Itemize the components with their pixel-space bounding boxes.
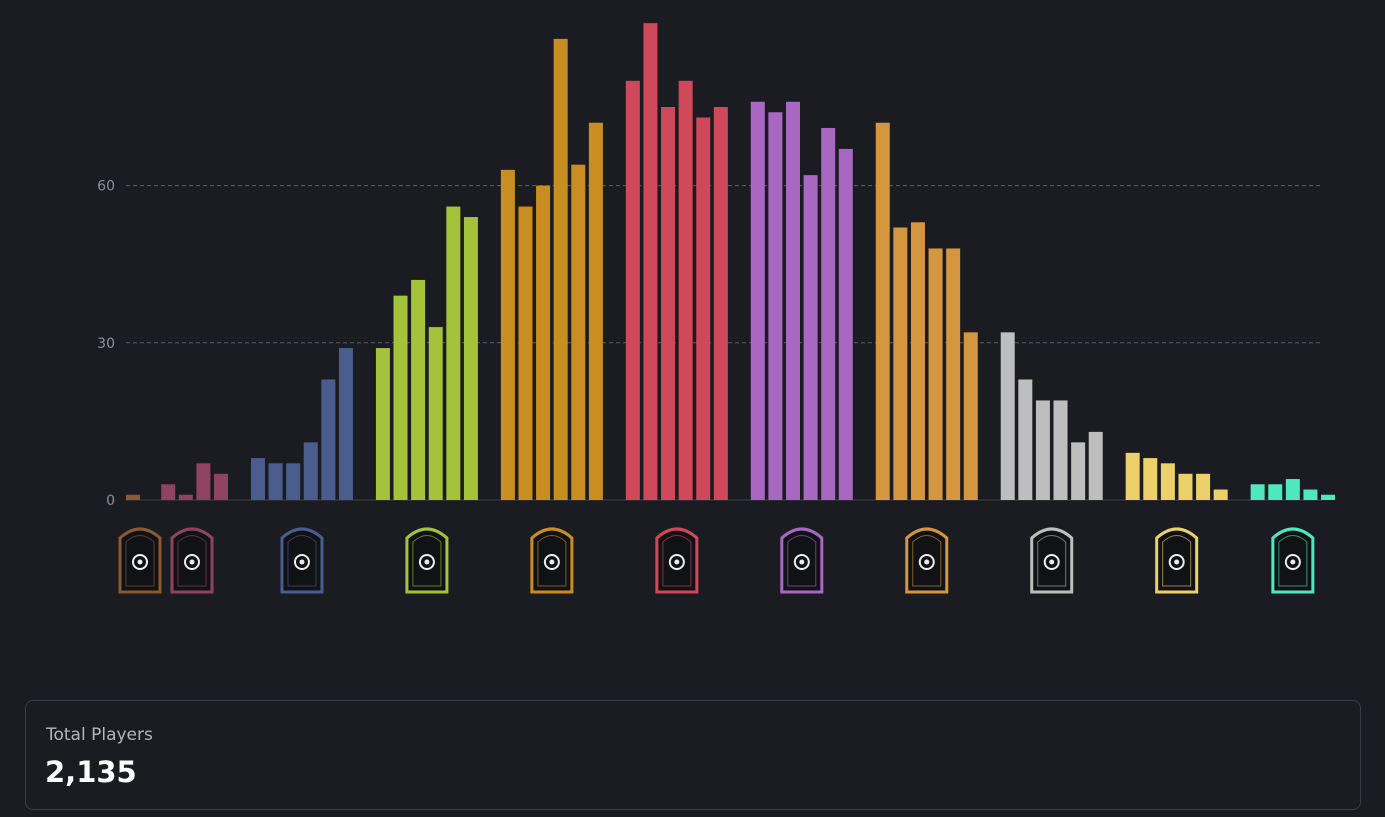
skull-hood-icon: [1030, 527, 1074, 594]
bar[interactable]: [625, 80, 640, 501]
bar[interactable]: [1213, 489, 1228, 500]
bar[interactable]: [1143, 458, 1158, 500]
bar[interactable]: [536, 185, 551, 500]
bar[interactable]: [571, 164, 586, 500]
bar[interactable]: [286, 463, 301, 500]
bar[interactable]: [303, 442, 318, 500]
bar[interactable]: [1088, 431, 1103, 500]
bar[interactable]: [838, 148, 853, 501]
chart-svg: 0 30 60: [97, 23, 1336, 594]
bar[interactable]: [250, 458, 265, 500]
bar[interactable]: [946, 248, 961, 500]
eye-book-icon: [170, 527, 214, 594]
bar[interactable]: [893, 227, 908, 500]
bar[interactable]: [678, 80, 693, 501]
bar[interactable]: [428, 327, 443, 500]
bar[interactable]: [1196, 473, 1211, 500]
bar[interactable]: [1018, 379, 1033, 500]
bar[interactable]: [875, 122, 890, 500]
potion-eye-icon: [280, 527, 324, 594]
bar[interactable]: [786, 101, 800, 500]
bar[interactable]: [588, 122, 603, 500]
bar[interactable]: [963, 332, 978, 500]
bar[interactable]: [375, 348, 390, 500]
bar[interactable]: [1321, 494, 1336, 500]
bar[interactable]: [161, 484, 176, 500]
y-tick-label: 0: [106, 493, 115, 509]
total-players-label: Total Players: [46, 725, 153, 745]
golden-mask-icon: [1155, 527, 1199, 594]
bar[interactable]: [446, 206, 461, 500]
bar[interactable]: [268, 463, 283, 500]
bar[interactable]: [1268, 484, 1283, 500]
winged-gem-icon: [1271, 527, 1315, 594]
y-tick-label: 30: [97, 336, 115, 352]
bar[interactable]: [1000, 332, 1015, 500]
bar[interactable]: [1303, 489, 1318, 500]
hands-icon: [655, 527, 699, 594]
bar[interactable]: [928, 248, 943, 500]
goat-icon: [905, 527, 949, 594]
bar[interactable]: [393, 295, 408, 500]
bar[interactable]: [1285, 479, 1300, 500]
bar[interactable]: [768, 112, 783, 501]
bar[interactable]: [696, 117, 711, 500]
bar[interactable]: [553, 38, 568, 500]
rank-distribution-chart: 0 30 60: [97, 23, 1336, 594]
bar[interactable]: [1035, 400, 1050, 500]
crown-icon: [780, 527, 824, 594]
bar[interactable]: [463, 217, 478, 501]
bar[interactable]: [196, 463, 211, 500]
bar[interactable]: [338, 348, 353, 500]
bar[interactable]: [518, 206, 533, 500]
bar[interactable]: [821, 127, 836, 501]
bar[interactable]: [643, 23, 658, 500]
bar[interactable]: [910, 222, 925, 500]
bar[interactable]: [411, 279, 426, 500]
total-players-value: 2,135: [45, 755, 137, 789]
bar[interactable]: [1178, 473, 1193, 500]
bar[interactable]: [321, 379, 336, 500]
total-players-card: Total Players 2,135: [25, 700, 1361, 810]
bar[interactable]: [1071, 442, 1086, 500]
bar[interactable]: [1053, 400, 1068, 500]
bar[interactable]: [126, 494, 140, 500]
flame-eye-icon: [405, 527, 449, 594]
bar[interactable]: [214, 473, 228, 500]
bar[interactable]: [1250, 484, 1265, 500]
hand-icon: [118, 527, 162, 594]
bar[interactable]: [661, 107, 676, 500]
bar[interactable]: [750, 101, 765, 500]
bar[interactable]: [1125, 452, 1140, 500]
y-tick-label: 60: [97, 179, 115, 195]
bar[interactable]: [713, 107, 728, 500]
bar[interactable]: [803, 175, 818, 500]
bar[interactable]: [1160, 463, 1175, 500]
bar[interactable]: [500, 169, 515, 500]
bar[interactable]: [178, 494, 193, 500]
dagger-icon: [530, 527, 574, 594]
